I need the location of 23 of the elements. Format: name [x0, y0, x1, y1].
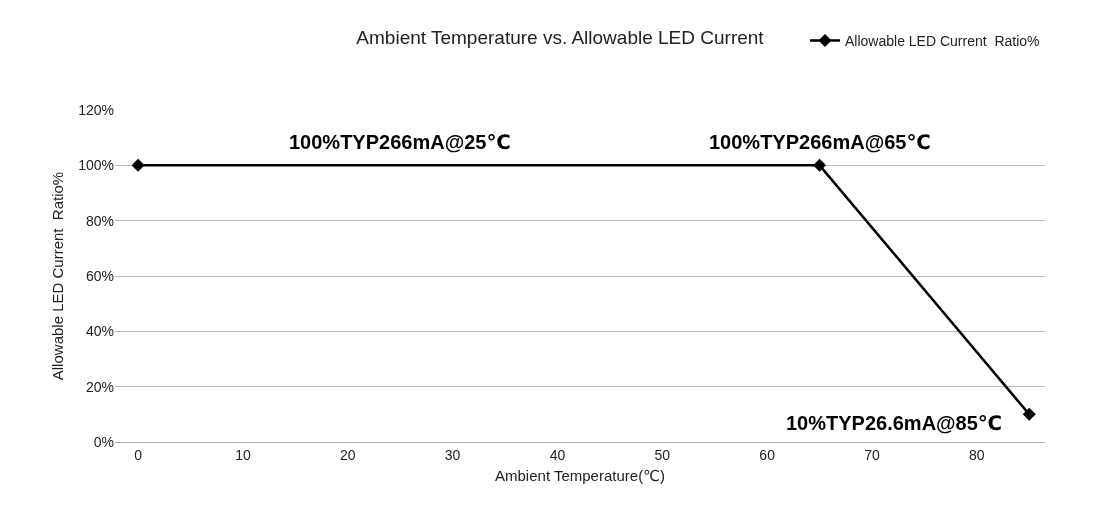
y-tick-label: 40%: [85, 323, 114, 340]
x-tick-label: 60: [759, 446, 776, 463]
y-tick-label: 80%: [85, 212, 114, 229]
y-tick-label: 120%: [78, 101, 114, 118]
y-tick-label: 20%: [85, 378, 114, 395]
annotation: 100%TYP266mA@65℃: [709, 131, 931, 153]
x-tick-label: 80: [969, 446, 985, 463]
x-tick-label: 20: [339, 446, 356, 463]
y-tick-label: 100%: [78, 157, 114, 174]
y-tick-label: 0%: [93, 433, 114, 450]
x-tick-label: 10: [235, 446, 251, 463]
x-tick-label: 50: [654, 446, 671, 463]
y-tick-label: 60%: [85, 267, 114, 284]
chart-title: Ambient Temperature vs. Allowable LED Current: [356, 27, 765, 49]
x-tick-label: 40: [549, 446, 566, 463]
annotation: 10%TYP26.6mA@85℃: [786, 412, 1003, 434]
x-tick-label: 30: [444, 446, 461, 463]
x-tick-label: 0: [134, 446, 143, 463]
x-tick-label: 70: [864, 446, 880, 463]
legend-label: Allowable LED Current Ratio%: [845, 32, 1040, 49]
annotation: 100%TYP266mA@25℃: [289, 131, 511, 153]
y-axis-title: Allowable LED Current Ratio%: [49, 171, 67, 381]
x-axis-title: Ambient Temperature(℃): [495, 466, 665, 484]
